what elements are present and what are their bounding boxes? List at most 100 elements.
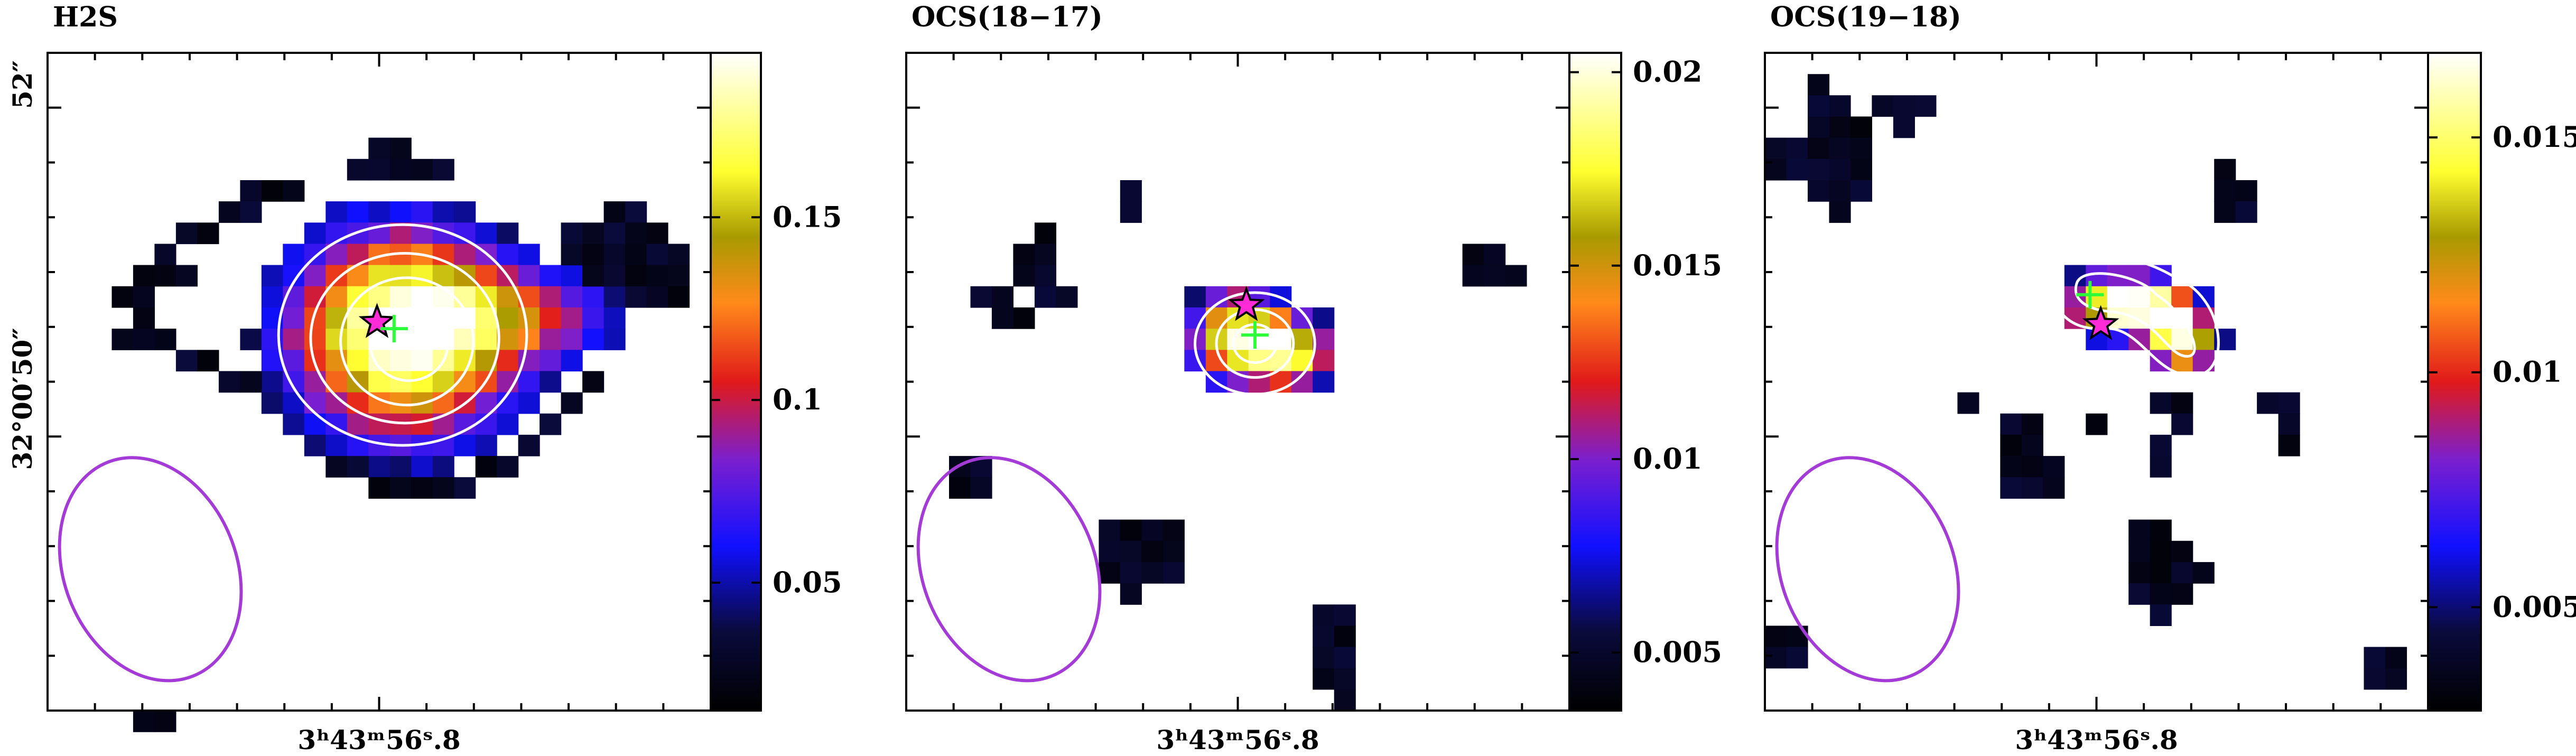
panel-3: OCS(19−18) 3ʰ43ᵐ56ˢ.8 0.005 0.01 0.015	[1764, 1, 2576, 755]
heatmap-pixel	[1313, 668, 1335, 690]
heatmap-pixel	[432, 477, 454, 499]
heatmap-pixel	[497, 350, 519, 372]
heatmap-pixel	[2000, 434, 2022, 456]
colorbar-tick-label: 0.005	[1633, 635, 1722, 669]
heatmap-pixel	[497, 329, 519, 350]
heatmap-pixel	[411, 413, 433, 435]
heatmap-pixel	[1248, 329, 1270, 350]
heatmap-pixel	[261, 180, 283, 202]
heatmap-pixel	[411, 201, 433, 223]
heatmap-pixel	[1786, 647, 1808, 669]
heatmap-pixel	[2214, 158, 2236, 181]
heatmap-pixel	[347, 456, 369, 478]
heatmap-pixel	[1163, 540, 1185, 563]
heatmap-pixel	[1013, 307, 1035, 329]
heatmap-pixel	[1505, 265, 1527, 287]
heatmap-pixel	[949, 477, 971, 499]
heatmap-pixel	[475, 456, 497, 478]
heatmap-pixel	[1808, 180, 1830, 202]
heatmap-pixel	[261, 265, 283, 287]
heatmap-pixel	[2150, 456, 2172, 478]
heatmap-pixel	[561, 286, 583, 308]
heatmap-pixel	[2364, 668, 2386, 690]
heatmap-pixel	[561, 392, 583, 414]
panel-title: H2S	[53, 1, 118, 33]
heatmap-pixel	[475, 329, 497, 350]
heatmap-pixel	[646, 265, 668, 287]
heatmap-pixel	[625, 286, 647, 308]
heatmap-pixel	[582, 222, 605, 245]
heatmap-pixel	[454, 434, 476, 456]
colorbar-tick-label: 0.05	[773, 565, 842, 599]
heatmap-pixel	[283, 413, 305, 435]
heatmap-pixel	[1808, 137, 1830, 160]
heatmap-pixel	[133, 265, 155, 287]
heatmap-pixel	[2171, 583, 2193, 605]
heatmap-pixel	[283, 180, 305, 202]
beam-ellipse	[58, 456, 243, 683]
heatmap-pixel	[1163, 519, 1185, 542]
heatmap-pixel	[1141, 562, 1164, 584]
heatmap-pixel	[261, 371, 283, 393]
heatmap-pixel	[497, 413, 519, 435]
colorbar-tick-label: 0.02	[1633, 55, 1703, 89]
heatmap-pixel	[2364, 647, 2386, 669]
heatmap-pixel	[1034, 222, 1056, 245]
heatmap-pixel	[1850, 180, 1872, 202]
heatmap-pixel	[304, 244, 326, 266]
heatmap-pixel	[2235, 201, 2257, 223]
heatmap-pixel	[1120, 583, 1142, 605]
contour-line	[2051, 253, 2220, 377]
heatmap-pixel	[411, 265, 433, 287]
heatmap-pixel	[1205, 350, 1227, 372]
heatmap-pixel	[518, 307, 540, 329]
heatmap-pixel	[518, 329, 540, 350]
heatmap-pixel	[1141, 519, 1164, 542]
heatmap-pixel	[2021, 434, 2043, 456]
heatmap-pixel	[1099, 540, 1121, 563]
heatmap-pixel	[240, 371, 262, 393]
heatmap-pixel	[389, 137, 412, 160]
colorbar-gradient	[1569, 53, 1621, 711]
heatmap-pixel	[2150, 307, 2172, 329]
heatmap-pixel	[1957, 392, 1979, 414]
heatmap-pixel	[497, 222, 519, 245]
colorbar-frame	[1568, 52, 1622, 712]
heatmap-pixel	[347, 413, 369, 435]
colorbar-tick-label: 0.15	[773, 200, 842, 234]
heatmap-pixel	[133, 307, 155, 329]
heatmap-pixel	[2150, 392, 2172, 414]
heatmap-pixel	[2171, 286, 2193, 308]
heatmap-pixel	[2021, 477, 2043, 499]
heatmap-pixel	[411, 158, 433, 181]
heatmap-pixel	[1099, 562, 1121, 584]
tick-marks	[906, 53, 1569, 711]
heatmap-pixel	[2171, 562, 2193, 584]
heatmap-pixel	[1313, 371, 1335, 393]
heatmap-pixel	[2278, 434, 2300, 456]
heatmap-pixel	[1163, 562, 1185, 584]
heatmap-pixel	[1829, 201, 1851, 223]
colorbar-gradient	[711, 53, 761, 711]
heatmap-pixel	[1765, 626, 1787, 648]
heatmap-pixel	[1313, 329, 1335, 350]
heatmap-pixel	[1034, 244, 1056, 266]
heatmap-pixel	[2128, 329, 2151, 350]
heatmap-pixel	[668, 244, 690, 266]
heatmap-pixel	[304, 265, 326, 287]
heatmap-pixel	[389, 456, 412, 478]
heatmap-pixel	[497, 307, 519, 329]
heatmap-pixel	[111, 329, 134, 350]
heatmap-pixel	[991, 286, 1013, 308]
heatmap-pixel	[1313, 626, 1335, 648]
heatmap-pixel	[1484, 265, 1506, 287]
heatmap-pixel	[154, 265, 176, 287]
heatmap-pixel	[2000, 413, 2022, 435]
heatmap-pixel	[625, 244, 647, 266]
heatmap-pixel	[347, 329, 369, 350]
heatmap-pixel	[603, 265, 626, 287]
contour-line	[1194, 291, 1316, 396]
heatmap-pixel	[2150, 604, 2172, 626]
heatmap-pixel	[603, 222, 626, 245]
heatmap-pixel	[304, 222, 326, 245]
